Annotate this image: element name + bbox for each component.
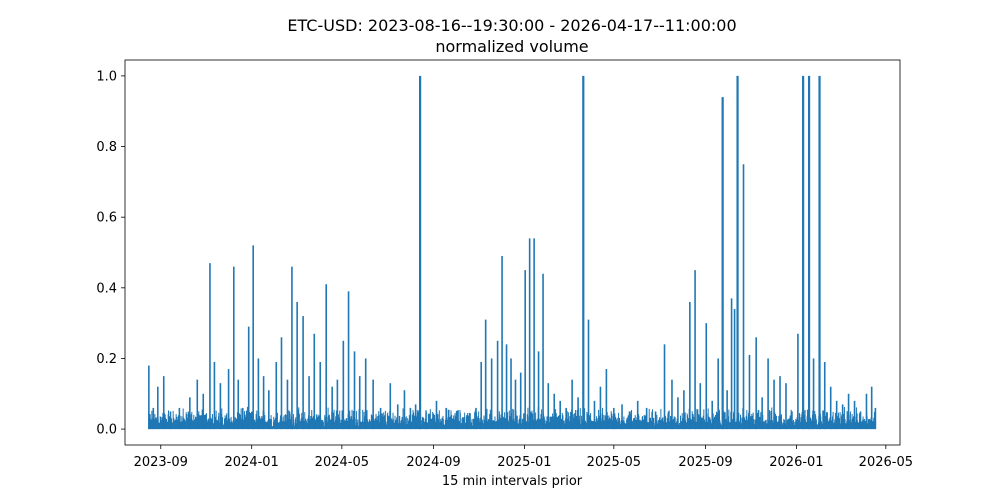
y-tick-label: 0.8 xyxy=(96,140,117,155)
y-tick-label: 0.0 xyxy=(96,423,117,438)
x-axis: 2023-09 2024-01 2024-05 2024-09 2025-01 2025-… xyxy=(134,445,913,470)
x-tick-label: 2024-05 xyxy=(315,455,369,470)
chart-title: ETC-USD: 2023-08-16--19:30:00 - 2026-04-… xyxy=(287,16,736,35)
plot-area xyxy=(148,75,877,430)
y-axis: 0.0 0.2 0.4 0.6 0.8 1.0 xyxy=(96,69,125,438)
x-tick-label: 2025-09 xyxy=(678,455,732,470)
x-tick-label: 2026-01 xyxy=(769,455,823,470)
x-tick-label: 2024-09 xyxy=(406,455,460,470)
y-tick-label: 0.2 xyxy=(96,352,117,367)
y-tick-label: 0.4 xyxy=(96,281,117,296)
x-tick-label: 2025-05 xyxy=(587,455,641,470)
y-tick-label: 0.6 xyxy=(96,211,117,226)
x-axis-label: 15 min intervals prior xyxy=(442,474,583,489)
x-tick-label: 2024-01 xyxy=(225,455,279,470)
y-tick-label: 1.0 xyxy=(96,69,117,84)
chart-subtitle: normalized volume xyxy=(435,37,588,56)
axes-frame xyxy=(124,59,901,446)
x-tick-label: 2025-01 xyxy=(497,455,551,470)
x-tick-label: 2026-05 xyxy=(859,455,913,470)
x-tick-label: 2023-09 xyxy=(134,455,188,470)
